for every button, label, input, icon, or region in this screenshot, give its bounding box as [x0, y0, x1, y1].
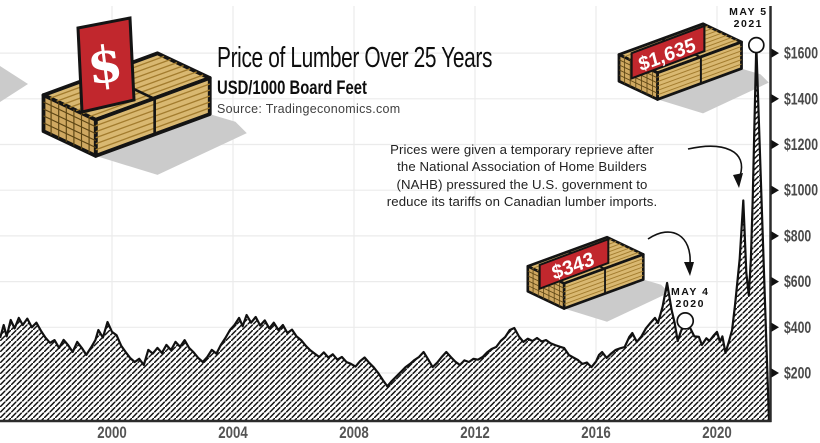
source-credit: Source: Tradingeconomics.com [217, 102, 401, 116]
flag-343-arrowhead [684, 262, 694, 276]
dollar-flag: $ [76, 16, 136, 114]
y-axis-label: $1200 [784, 136, 818, 154]
annotation-line: (NAHB) pressured the U.S. government to [396, 176, 648, 192]
y-axis-label: $400 [784, 319, 811, 337]
flag-shadow [0, 66, 28, 102]
y-axis-tick [771, 48, 779, 58]
y-axis-label: $200 [784, 365, 811, 383]
x-axis-label: 2016 [581, 424, 610, 443]
dollar-flag-label: $ [84, 33, 126, 96]
y-axis-tick [771, 368, 779, 378]
y-axis-tick [771, 277, 779, 287]
marker-label-may4: 2020 [676, 298, 705, 310]
x-axis-label: 2004 [218, 424, 248, 443]
annotation-line: reduce its tariffs on Canadian lumber im… [386, 194, 658, 210]
lumber-illustration-middle: $343 [526, 235, 671, 324]
annotation-arrow-curve [687, 145, 743, 177]
lumber-illustration-left: $ [0, 16, 249, 177]
marker-label-may5: MAY 5 [729, 6, 767, 18]
marker-circle-may5 [747, 36, 765, 54]
marker-label-may4: MAY 4 [671, 286, 709, 298]
x-axis-label: 2020 [702, 424, 731, 443]
data-layer [0, 44, 771, 422]
nahb-annotation: Prices were given a temporary reprieve a… [352, 141, 692, 211]
annotation-line: the National Association of Home Builder… [397, 159, 647, 175]
annotation-arrowhead [733, 173, 743, 188]
y-axis-tick [771, 322, 779, 332]
y-axis-label: $1600 [784, 45, 818, 63]
price-line [0, 44, 771, 422]
axis-layer: $200 $400 $600 $800 $1000 $1200 $1400 $1600 2000… [0, 6, 818, 442]
y-axis-label: $1000 [784, 182, 818, 200]
y-axis-tick [771, 140, 779, 149]
y-axis-tick [771, 231, 779, 241]
marker-circle-may4 [676, 312, 695, 330]
x-axis-label: 2012 [460, 424, 489, 443]
marker-label-may5: 2021 [734, 18, 763, 30]
y-axis-tick [771, 185, 779, 195]
y-axis-tick [771, 94, 779, 104]
lumber-illustration-top-right: $1,635 [617, 22, 771, 115]
y-axis-label: $600 [784, 273, 811, 291]
page-title: Price of Lumber Over 25 Years [217, 42, 493, 74]
page-subtitle: USD/1000 Board Feet [217, 78, 367, 99]
flag-343-arrow-curve [647, 231, 691, 265]
y-axis-label: $1400 [784, 91, 818, 109]
annotation-line: Prices were given a temporary reprieve a… [390, 142, 654, 157]
price-area-fill [0, 45, 769, 421]
x-axis-label: 2008 [339, 424, 368, 443]
x-axis-label: 2000 [97, 424, 126, 443]
y-axis-label: $800 [784, 228, 811, 246]
